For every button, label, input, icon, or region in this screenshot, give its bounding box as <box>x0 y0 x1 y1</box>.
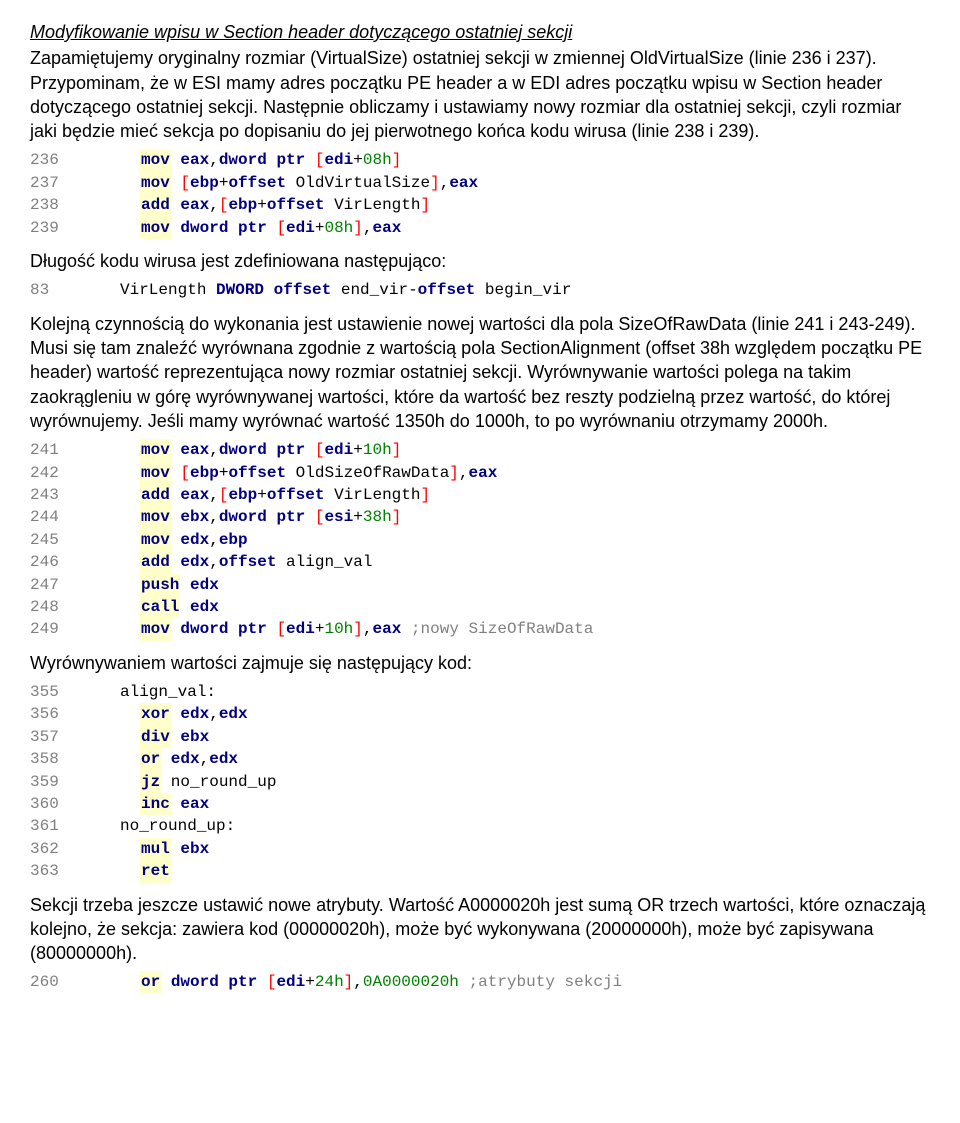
mnemonic: mov <box>140 506 171 528</box>
mnemonic: ret <box>140 860 171 882</box>
line-number: 362 <box>30 838 80 860</box>
line-number: 363 <box>30 860 80 882</box>
code-line: 238add eax,[ebp+offset VirLength] <box>30 194 930 216</box>
mnemonic: div <box>140 726 171 748</box>
mnemonic: jz <box>140 771 161 793</box>
code-line: 359jz no_round_up <box>30 771 930 793</box>
code-line: 358or edx,edx <box>30 748 930 770</box>
code-line: 260or dword ptr [edi+24h],0A0000020h ;at… <box>30 971 930 993</box>
line-number: 361 <box>30 815 80 837</box>
code-block-1: 236mov eax,dword ptr [edi+08h]237mov [eb… <box>30 149 930 239</box>
code-line: 360inc eax <box>30 793 930 815</box>
mnemonic: mul <box>140 838 171 860</box>
line-number: 238 <box>30 194 80 216</box>
code-block-5: 260or dword ptr [edi+24h],0A0000020h ;at… <box>30 971 930 993</box>
code-line: 357div ebx <box>30 726 930 748</box>
line-number: 239 <box>30 217 80 239</box>
line-number: 241 <box>30 439 80 461</box>
line-number: 357 <box>30 726 80 748</box>
line-number: 356 <box>30 703 80 725</box>
line-number: 249 <box>30 618 80 640</box>
code-line: 247push edx <box>30 574 930 596</box>
code-line: 242mov [ebp+offset OldSizeOfRawData],eax <box>30 462 930 484</box>
code-block-3: 241mov eax,dword ptr [edi+10h]242mov [eb… <box>30 439 930 641</box>
code-line: 363 ret <box>30 860 930 882</box>
line-number: 260 <box>30 971 80 993</box>
code-line: 248call edx <box>30 596 930 618</box>
code-line: 83VirLength DWORD offset end_vir-offset … <box>30 279 930 301</box>
code-line: 244mov ebx,dword ptr [esi+38h] <box>30 506 930 528</box>
code-line: 249mov dword ptr [edi+10h],eax ;nowy Siz… <box>30 618 930 640</box>
line-number: 83 <box>30 279 80 301</box>
code-line: 362mul ebx <box>30 838 930 860</box>
line-number: 248 <box>30 596 80 618</box>
mnemonic: mov <box>140 439 171 461</box>
mnemonic: mov <box>140 149 171 171</box>
paragraph-1: Zapamiętujemy oryginalny rozmiar (Virtua… <box>30 46 930 143</box>
code-line: 356xor edx,edx <box>30 703 930 725</box>
mnemonic: mov <box>140 462 171 484</box>
line-number: 242 <box>30 462 80 484</box>
mnemonic: mov <box>140 618 171 640</box>
code-line: 237mov [ebp+offset OldVirtualSize],eax <box>30 172 930 194</box>
paragraph-3: Kolejną czynnością do wykonania jest ust… <box>30 312 930 433</box>
line-number: 244 <box>30 506 80 528</box>
paragraph-5: Sekcji trzeba jeszcze ustawić nowe atryb… <box>30 893 930 966</box>
line-number: 358 <box>30 748 80 770</box>
mnemonic: mov <box>140 172 171 194</box>
line-number: 243 <box>30 484 80 506</box>
code-line: 239mov dword ptr [edi+08h],eax <box>30 217 930 239</box>
paragraph-2: Długość kodu wirusa jest zdefiniowana na… <box>30 249 930 273</box>
code-line: 246add edx,offset align_val <box>30 551 930 573</box>
line-number: 236 <box>30 149 80 171</box>
code-block-4: 355align_val:356xor edx,edx357div ebx358… <box>30 681 930 883</box>
mnemonic: push <box>140 574 180 596</box>
code-block-2: 83VirLength DWORD offset end_vir-offset … <box>30 279 930 301</box>
line-number: 245 <box>30 529 80 551</box>
code-line: 241mov eax,dword ptr [edi+10h] <box>30 439 930 461</box>
code-line: 355align_val: <box>30 681 930 703</box>
line-number: 359 <box>30 771 80 793</box>
line-number: 246 <box>30 551 80 573</box>
mnemonic: or <box>140 748 161 770</box>
mnemonic: call <box>140 596 180 618</box>
code-line: 236mov eax,dword ptr [edi+08h] <box>30 149 930 171</box>
line-number: 237 <box>30 172 80 194</box>
mnemonic: or <box>140 971 161 993</box>
mnemonic: add <box>140 551 171 573</box>
mnemonic: mov <box>140 217 171 239</box>
paragraph-4: Wyrównywaniem wartości zajmuje się nastę… <box>30 651 930 675</box>
code-line: 243add eax,[ebp+offset VirLength] <box>30 484 930 506</box>
section-heading: Modyfikowanie wpisu w Section header dot… <box>30 20 930 44</box>
mnemonic: add <box>140 484 171 506</box>
line-number: 360 <box>30 793 80 815</box>
code-line: 361no_round_up: <box>30 815 930 837</box>
mnemonic: inc <box>140 793 171 815</box>
mnemonic: add <box>140 194 171 216</box>
line-number: 355 <box>30 681 80 703</box>
mnemonic: mov <box>140 529 171 551</box>
line-number: 247 <box>30 574 80 596</box>
code-line: 245mov edx,ebp <box>30 529 930 551</box>
mnemonic: xor <box>140 703 171 725</box>
